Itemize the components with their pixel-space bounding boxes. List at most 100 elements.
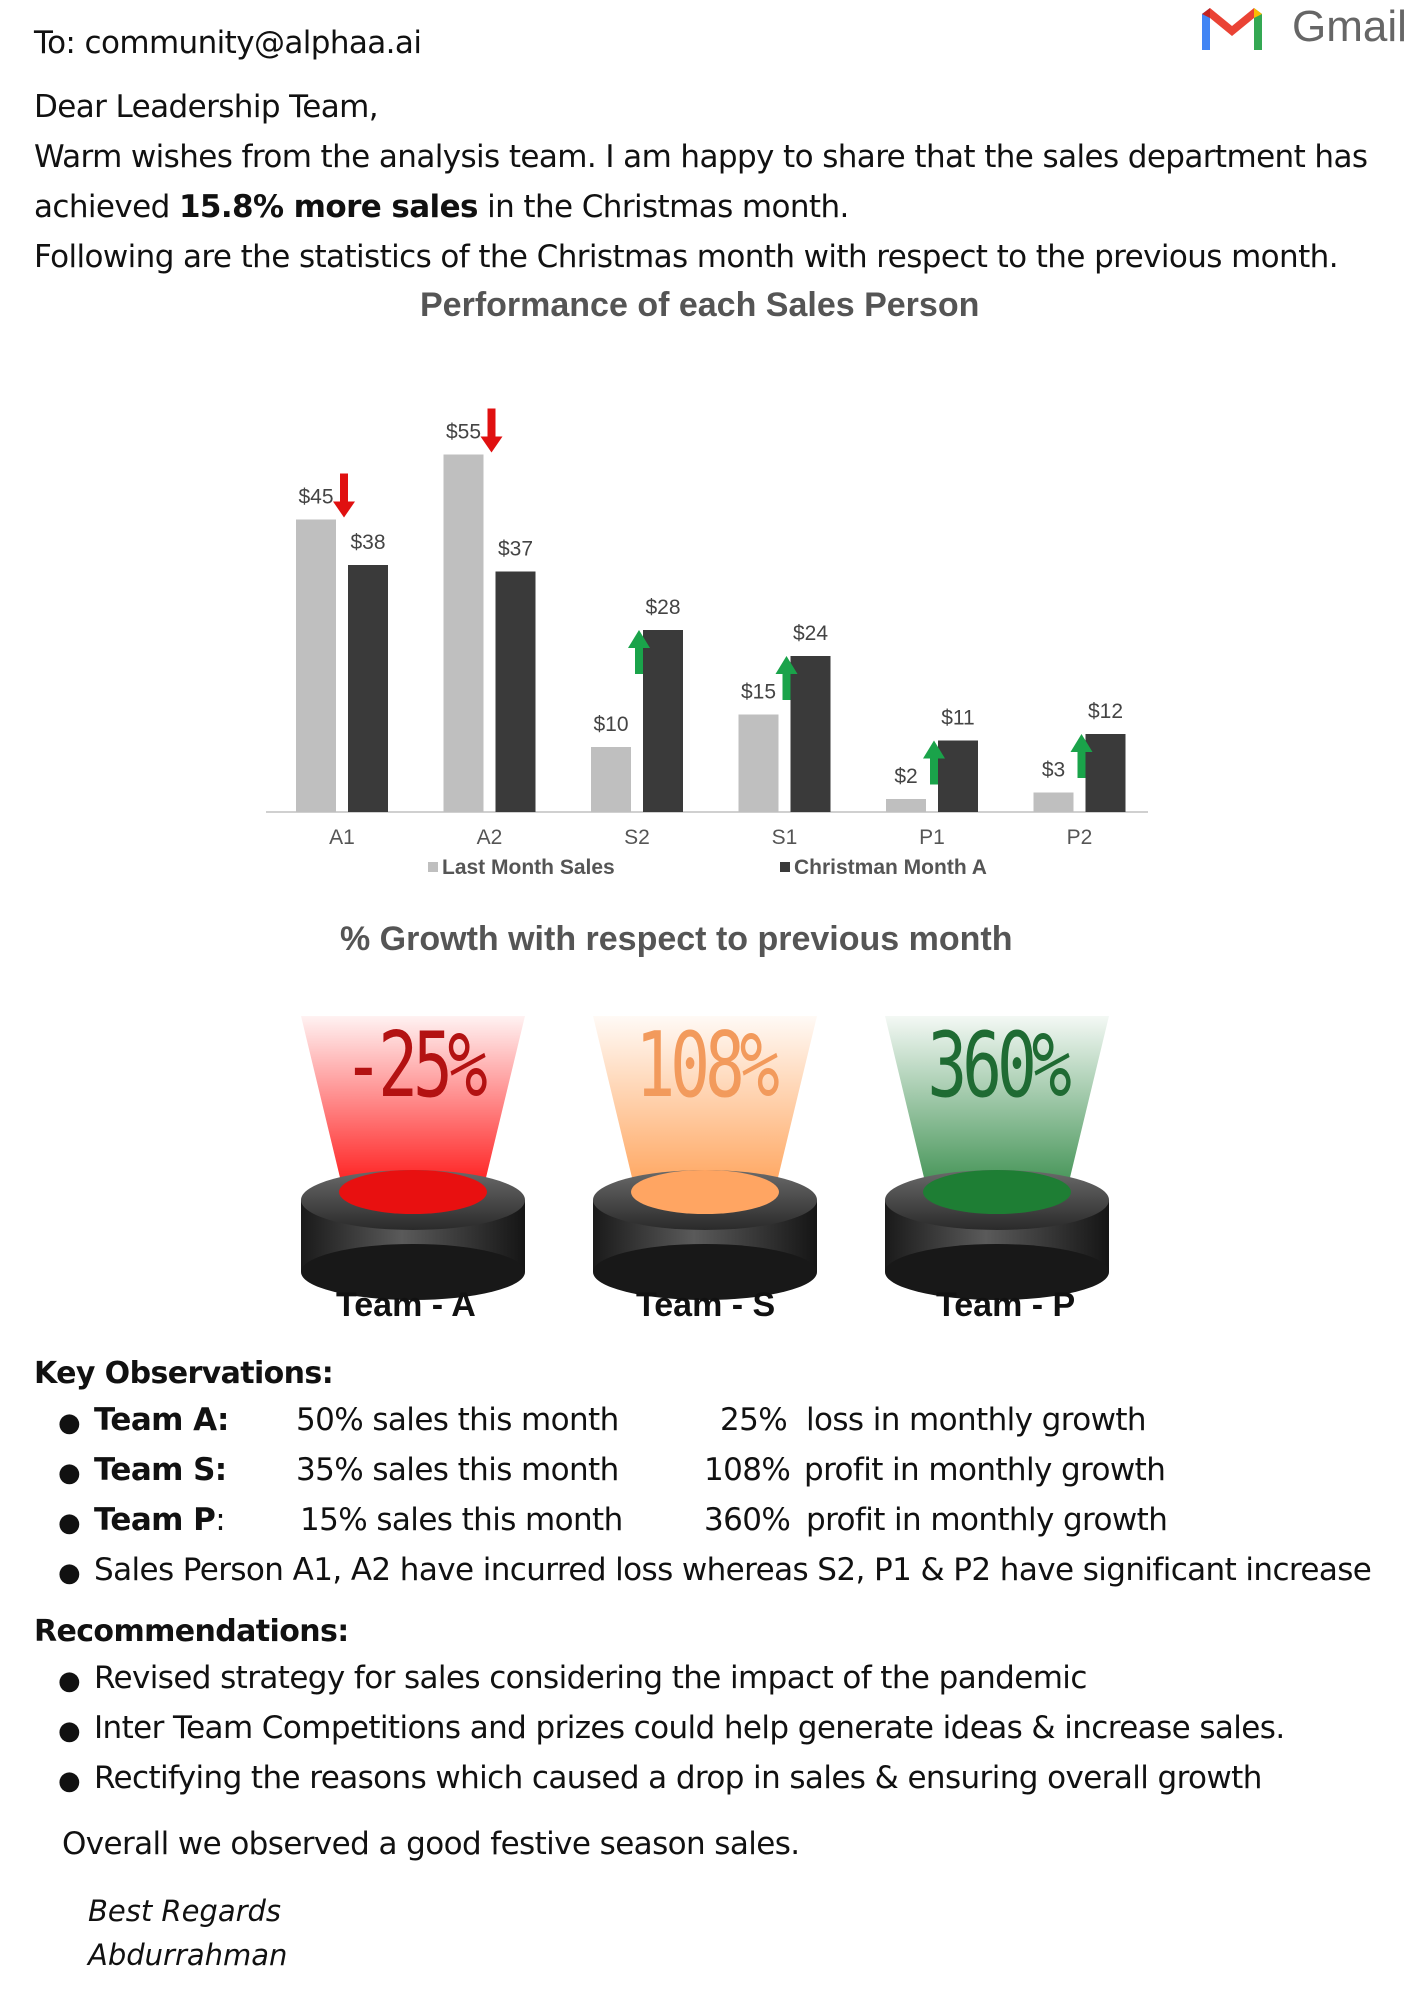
arrow-shaft <box>340 473 348 504</box>
category-label: S1 <box>772 826 798 849</box>
team-label-a: Team - A <box>336 1286 476 1324</box>
podium-base <box>885 1244 1109 1300</box>
data-label: $55 <box>446 421 481 444</box>
data-label: $3 <box>1042 759 1065 782</box>
bullet-icon: ● <box>58 1408 81 1438</box>
growth-value: 360% <box>927 1013 1071 1118</box>
data-label: $11 <box>941 707 974 730</box>
observations-heading: Key Observations: <box>34 1356 334 1391</box>
team-label-p: Team - P <box>936 1286 1076 1324</box>
arrow-shaft <box>782 672 791 700</box>
obs-team-a: Team A: <box>94 1402 229 1438</box>
arrow-shaft <box>487 408 496 439</box>
growth-podiums: -25% 108% 360% <box>301 1013 1109 1300</box>
recommendation-item: Revised strategy for sales considering t… <box>94 1660 1087 1696</box>
podium-2: 108% <box>593 1013 817 1300</box>
obs-team-p-wrap: Team P: <box>94 1502 226 1538</box>
bar-A1-christmas <box>348 565 388 812</box>
sign-off: Best Regards <box>88 1894 282 1928</box>
intro-line-3: Following are the statistics of the Chri… <box>34 239 1339 275</box>
obs-share-s: 35% sales this month <box>296 1452 619 1488</box>
category-label: S2 <box>624 826 650 849</box>
podium-1: -25% <box>301 1013 525 1300</box>
trend-up-arrow-icon <box>923 740 945 785</box>
bullet-icon: ● <box>58 1508 81 1538</box>
podium-3: 360% <box>885 1013 1109 1300</box>
obs-desc-p: profit in monthly growth <box>806 1502 1168 1538</box>
data-label: $24 <box>793 622 828 645</box>
obs-team-p: Team P <box>94 1502 216 1538</box>
recommendations-heading: Recommendations: <box>34 1614 349 1649</box>
sales-bar-chart: $45 $38 A1 $55 $37 A2 $10 $28 S2 $15 $24 S1 $2 $11 P1 $… <box>266 408 1148 879</box>
bar-S1-christmas <box>790 656 831 812</box>
bar-P1-last-month <box>886 799 926 812</box>
bar-S2-last-month <box>591 747 631 812</box>
bullet-icon: ● <box>58 1458 81 1488</box>
arrow-head <box>480 436 503 453</box>
category-label: P1 <box>919 826 945 849</box>
bar-A1-last-month <box>296 519 336 812</box>
arrow-head <box>775 656 798 674</box>
bullet-icon: ● <box>58 1716 81 1746</box>
intro-line-2: achieved 15.8% more sales in the Christm… <box>34 182 849 232</box>
intro-pre: achieved <box>34 189 179 225</box>
chart-title: Performance of each Sales Person <box>420 286 980 324</box>
data-label: $2 <box>894 765 917 788</box>
intro-post: in the Christmas month. <box>477 189 849 225</box>
data-label: $10 <box>593 713 628 736</box>
podium-light <box>631 1170 779 1214</box>
recommendation-item: Inter Team Competitions and prizes could… <box>94 1710 1285 1746</box>
legend-entry: Christman Month A <box>794 856 987 879</box>
data-label: $15 <box>741 681 776 704</box>
trend-up-arrow-icon <box>775 656 798 700</box>
intro-line-1: Warm wishes from the analysis team. I am… <box>34 139 1368 175</box>
bullet-icon: ● <box>58 1666 81 1696</box>
obs-team-s: Team S: <box>94 1452 227 1488</box>
gmail-logo-text: Gmail <box>1292 2 1407 51</box>
closing-summary: Overall we observed a good festive seaso… <box>62 1826 800 1862</box>
obs-desc-a: loss in monthly growth <box>806 1402 1147 1438</box>
category-label: P2 <box>1067 826 1093 849</box>
light-beam <box>301 1016 525 1190</box>
bullet-icon: ● <box>58 1558 81 1588</box>
recommendation-item: Rectifying the reasons which caused a dr… <box>94 1760 1262 1796</box>
bullet-icon: ● <box>58 1766 81 1796</box>
obs-desc-s: profit in monthly growth <box>804 1452 1166 1488</box>
bar-A2-last-month <box>443 454 484 812</box>
data-label: $28 <box>645 596 680 619</box>
data-label: $37 <box>498 538 533 561</box>
arrow-shaft <box>1077 750 1086 778</box>
obs-share-a: 50% sales this month <box>296 1402 619 1438</box>
category-label: A1 <box>329 826 355 849</box>
growth-title: % Growth with respect to previous month <box>340 920 1013 958</box>
bar-A2-christmas <box>495 571 536 812</box>
greeting: Dear Leadership Team, <box>34 89 379 125</box>
obs-share-p: 15% sales this month <box>300 1502 623 1538</box>
light-beam <box>885 1016 1109 1190</box>
bar-S1-last-month <box>738 714 779 812</box>
bar-P2-christmas <box>1085 734 1126 812</box>
sales-highlight: 15.8% more sales <box>178 189 479 225</box>
category-label: A2 <box>477 826 503 849</box>
obs-note: Sales Person A1, A2 have incurred loss w… <box>94 1552 1372 1588</box>
legend-entry: Last Month Sales <box>442 856 615 879</box>
gmail-m-icon <box>1202 8 1262 50</box>
data-label: $38 <box>350 531 385 554</box>
trend-up-arrow-icon <box>1070 734 1093 778</box>
trend-down-arrow-icon <box>480 408 503 453</box>
trend-up-arrow-icon <box>628 630 650 674</box>
obs-team-p-colon: : <box>215 1502 226 1538</box>
growth-value: -25% <box>343 1013 487 1118</box>
growth-value: 108% <box>635 1013 779 1118</box>
data-label: $45 <box>298 486 333 509</box>
data-label: $12 <box>1088 700 1123 723</box>
legend-swatch <box>428 862 438 872</box>
arrow-head <box>1070 734 1093 752</box>
arrow-head <box>628 630 650 648</box>
obs-pct-p: 360% <box>704 1502 791 1538</box>
arrow-shaft <box>635 646 643 674</box>
arrow-shaft <box>930 756 938 785</box>
arrow-head <box>333 501 355 518</box>
obs-pct-a: 25% <box>720 1402 788 1438</box>
bar-P1-christmas <box>938 740 978 812</box>
